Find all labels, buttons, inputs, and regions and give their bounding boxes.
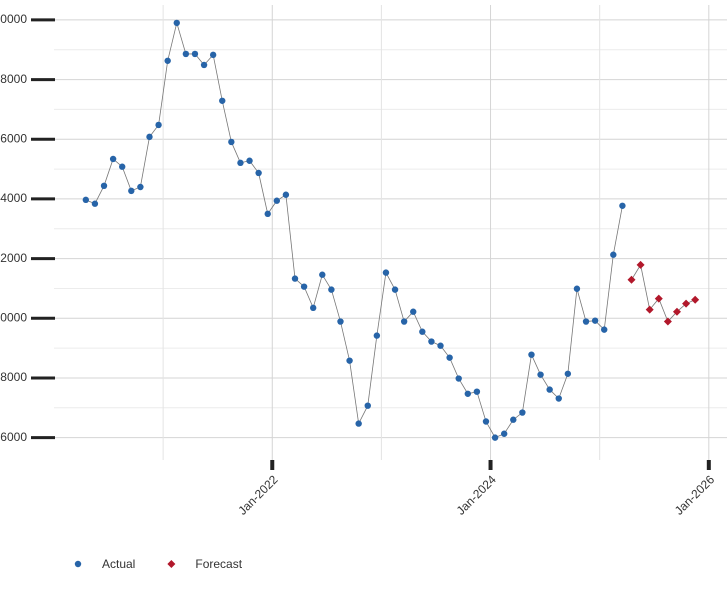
data-point	[246, 157, 253, 164]
x-tick-label: Jan-2026	[672, 472, 718, 518]
data-point	[264, 210, 271, 218]
data-point	[364, 402, 371, 409]
data-point	[191, 50, 199, 58]
legend-marker	[167, 560, 176, 568]
data-point	[510, 416, 517, 423]
data-point	[346, 357, 353, 364]
data-point	[328, 286, 335, 293]
x-tick-label: Jan-2024	[454, 472, 500, 518]
data-point	[164, 57, 171, 64]
data-point	[282, 191, 290, 198]
data-point	[182, 50, 190, 58]
data-point	[173, 19, 180, 27]
data-point	[682, 299, 691, 308]
data-point	[455, 375, 462, 382]
data-point	[564, 370, 572, 377]
data-point	[591, 317, 599, 324]
data-point	[672, 307, 681, 316]
y-tick-label: 22000	[0, 251, 27, 265]
data-point	[537, 371, 544, 378]
data-point	[464, 390, 472, 397]
data-point	[91, 200, 99, 207]
data-point	[627, 275, 636, 284]
data-point	[610, 251, 617, 258]
series-line	[85, 21, 623, 439]
data-point	[619, 202, 626, 209]
data-point	[601, 326, 608, 333]
data-point	[200, 61, 208, 69]
data-point	[337, 318, 344, 325]
y-tick-label: 26000	[0, 131, 27, 145]
legend-marker	[74, 560, 82, 568]
data-point	[309, 304, 317, 312]
data-point	[446, 354, 453, 361]
data-point	[291, 275, 299, 282]
series-line	[631, 263, 696, 323]
data-point	[319, 271, 326, 278]
data-point	[382, 269, 390, 276]
data-point	[219, 97, 226, 104]
data-point	[228, 138, 235, 146]
data-point	[582, 318, 590, 325]
data-point	[146, 133, 153, 141]
data-point	[491, 434, 499, 441]
data-point	[273, 197, 281, 204]
x-tick-label: Jan-2022	[235, 472, 281, 518]
data-point	[391, 286, 399, 293]
data-point	[400, 318, 408, 325]
data-point	[355, 420, 362, 427]
data-point	[428, 338, 435, 345]
data-point	[128, 187, 135, 195]
data-point	[437, 342, 444, 349]
y-tick-label: 30000	[0, 12, 27, 26]
data-point	[645, 305, 654, 314]
data-point	[209, 51, 217, 59]
data-point	[500, 430, 508, 437]
data-point	[255, 169, 262, 177]
data-point	[373, 332, 381, 339]
legend-label: Forecast	[195, 557, 242, 571]
y-tick-label: 24000	[0, 191, 27, 205]
data-point	[82, 196, 90, 204]
data-point	[482, 418, 490, 425]
data-point	[109, 155, 117, 163]
data-point	[691, 295, 700, 304]
data-point	[237, 159, 244, 167]
data-point	[573, 285, 581, 292]
y-tick-label: 28000	[0, 72, 27, 86]
data-point	[155, 121, 162, 129]
data-point	[137, 183, 144, 191]
data-point	[663, 317, 672, 326]
legend-label: Actual	[102, 557, 135, 571]
data-point	[410, 308, 417, 315]
data-point	[546, 386, 553, 393]
data-point	[419, 328, 426, 335]
data-point	[654, 294, 663, 303]
data-point	[636, 260, 645, 269]
data-point	[300, 283, 308, 290]
y-tick-label: 18000	[0, 370, 27, 384]
y-tick-label: 16000	[0, 430, 27, 444]
data-point	[519, 409, 526, 416]
data-point	[555, 395, 562, 402]
data-point	[473, 388, 481, 395]
data-point	[528, 351, 535, 358]
data-point	[100, 182, 108, 190]
y-tick-label: 20000	[0, 310, 27, 324]
data-point	[119, 163, 126, 170]
